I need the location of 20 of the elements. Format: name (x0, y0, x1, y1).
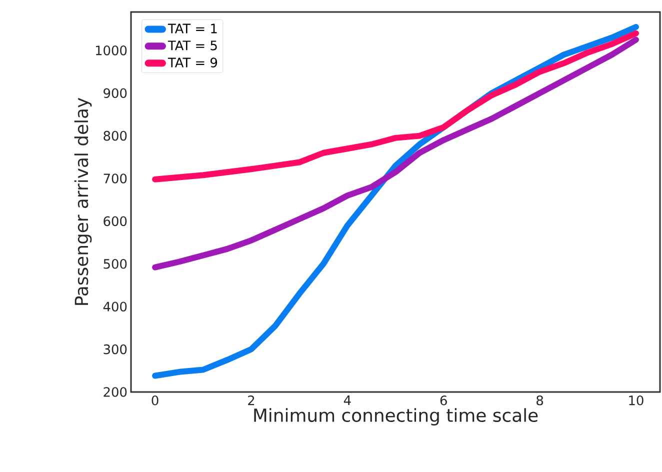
y-axis-title: Passenger arrival delay (74, 98, 92, 305)
y-tick-label: 400 (103, 302, 127, 312)
y-tick-label: 600 (104, 216, 127, 226)
legend-label: TAT = 9 (168, 58, 218, 68)
y-tick-label: 1000 (96, 46, 127, 56)
y-tick-label: 200 (104, 387, 127, 397)
legend-label: TAT = 1 (168, 24, 217, 34)
x-tick-label: 8 (536, 396, 544, 406)
y-tick-label: 300 (104, 344, 127, 354)
y-tick-label: 900 (104, 88, 127, 98)
x-tick-label: 4 (344, 396, 351, 405)
x-tick-label: 10 (629, 396, 644, 406)
y-tick-label: 700 (104, 174, 127, 184)
x-tick-label: 6 (440, 396, 447, 406)
y-tick-label: 500 (104, 259, 127, 269)
x-tick-label: 0 (152, 396, 158, 406)
legend-label: TAT = 5 (168, 40, 217, 50)
x-tick-label: 2 (248, 396, 254, 406)
y-tick-label: 800 (104, 130, 127, 141)
x-axis-title: Minimum connecting time scale (254, 408, 538, 426)
